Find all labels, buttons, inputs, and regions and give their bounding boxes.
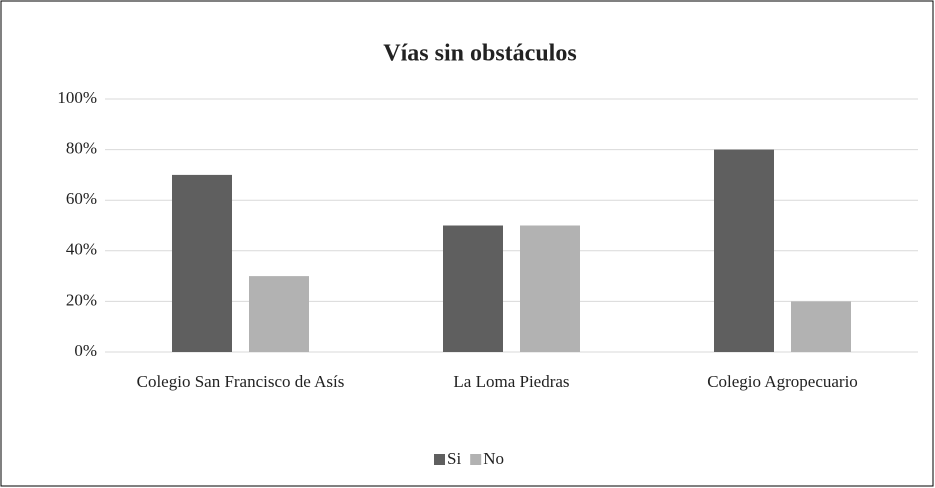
x-tick-label: Colegio Agropecuario bbox=[707, 372, 858, 391]
y-tick-label: 40% bbox=[66, 240, 97, 259]
bar bbox=[443, 225, 503, 352]
bar bbox=[172, 174, 232, 352]
legend-swatch bbox=[470, 454, 482, 465]
legend-swatch bbox=[434, 454, 445, 465]
legend-label: No bbox=[483, 449, 504, 468]
chart-title: Vías sin obstáculos bbox=[383, 41, 576, 67]
x-tick-label: Colegio San Francisco de Asís bbox=[136, 372, 345, 391]
bar bbox=[791, 301, 851, 352]
y-tick-label: 0% bbox=[74, 341, 97, 360]
bar bbox=[520, 225, 580, 352]
y-tick-label: 60% bbox=[66, 189, 97, 208]
bar bbox=[249, 276, 309, 352]
x-tick-label: La Loma Piedras bbox=[453, 372, 570, 391]
y-tick-label: 80% bbox=[66, 139, 97, 158]
bar bbox=[714, 149, 774, 352]
y-tick-label: 100% bbox=[57, 88, 97, 107]
y-tick-label: 20% bbox=[66, 290, 97, 309]
legend-label: Si bbox=[447, 449, 461, 468]
